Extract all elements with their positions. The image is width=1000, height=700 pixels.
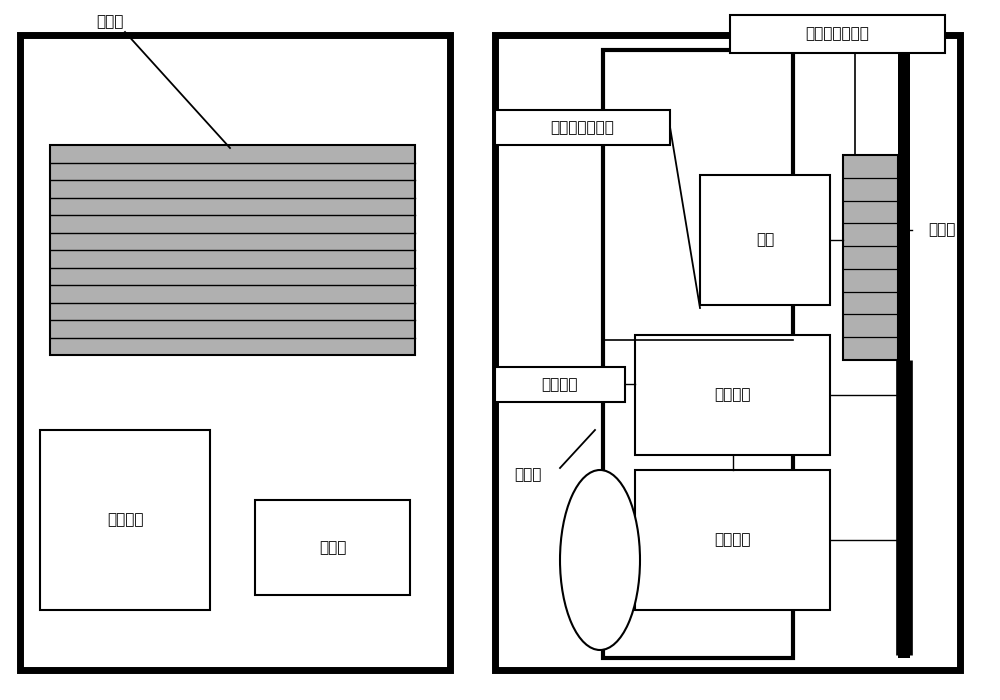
Bar	[635, 335, 830, 455]
Text: 第二温度传感器: 第二温度传感器	[806, 27, 869, 41]
Bar	[730, 15, 945, 53]
Text: 控制模块: 控制模块	[714, 388, 751, 402]
Bar	[50, 145, 415, 355]
Bar	[495, 35, 960, 670]
Bar	[635, 470, 830, 610]
Text: 热交换机: 热交换机	[714, 533, 751, 547]
Text: 出风口: 出风口	[96, 15, 124, 29]
Bar	[255, 500, 410, 595]
Bar	[700, 175, 830, 305]
Bar	[603, 50, 793, 658]
Text: 控制面板: 控制面板	[107, 512, 143, 528]
Text: 第一温度传感器: 第一温度传感器	[551, 120, 614, 135]
Bar	[495, 367, 625, 402]
Ellipse shape	[560, 470, 640, 650]
Bar	[40, 430, 210, 610]
Text: 风机: 风机	[756, 232, 774, 248]
Bar	[495, 110, 670, 145]
Bar	[20, 35, 450, 670]
Bar	[898, 50, 910, 658]
Text: 通信模块: 通信模块	[542, 377, 578, 392]
Text: 进风口: 进风口	[514, 468, 542, 482]
Text: 出风口: 出风口	[928, 223, 956, 237]
Bar	[843, 155, 898, 360]
Text: 指示灯: 指示灯	[319, 540, 346, 555]
